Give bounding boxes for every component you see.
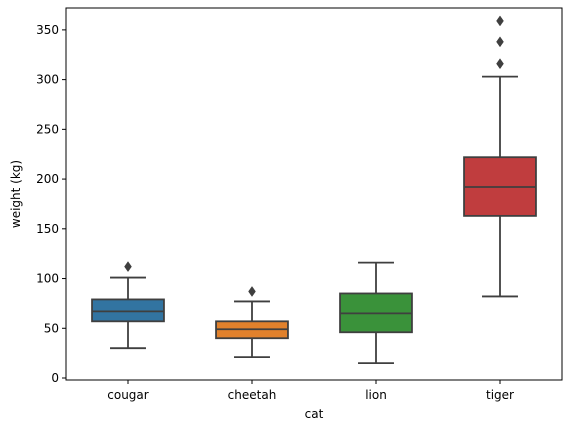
y-axis: 0 50 100 150 200 250 300 350 (36, 23, 66, 385)
box-tiger (463, 15, 537, 298)
x-axis-label: cat (305, 407, 324, 421)
box-cheetah (215, 286, 289, 359)
y-tick-label: 250 (36, 122, 59, 136)
iqr-box (91, 298, 165, 323)
x-tick-label: lion (365, 388, 387, 402)
y-tick-label: 100 (36, 272, 59, 286)
y-tick-label: 300 (36, 73, 59, 87)
y-tick-label: 150 (36, 222, 59, 236)
x-tick-label: cougar (107, 388, 149, 402)
y-tick-label: 200 (36, 172, 59, 186)
x-axis: cougar cheetah lion tiger (107, 380, 514, 402)
outlier-point (496, 36, 504, 48)
y-axis-label: weight (kg) (9, 160, 23, 228)
x-tick-label: tiger (486, 388, 514, 402)
y-tick-label: 50 (44, 321, 59, 335)
boxes (91, 15, 537, 364)
outlier-point (124, 261, 132, 273)
box-cougar (91, 261, 165, 350)
outlier-point (248, 286, 256, 297)
outlier-point (496, 58, 504, 70)
x-tick-label: cheetah (228, 388, 277, 402)
box-lion (339, 261, 413, 364)
outlier-point (496, 15, 504, 27)
y-tick-label: 0 (51, 371, 59, 385)
y-tick-label: 350 (36, 23, 59, 37)
